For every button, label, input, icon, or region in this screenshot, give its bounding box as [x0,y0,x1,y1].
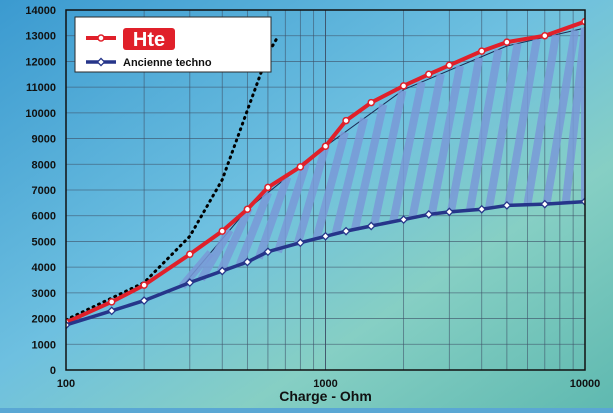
data-point [367,98,375,107]
data-point [580,197,585,207]
data-point [217,266,227,276]
y-tick-label: 0 [50,365,56,377]
data-point [541,31,549,40]
data-point [366,221,376,231]
y-tick-label: 6000 [32,211,56,223]
data-point [342,116,350,125]
data-point [425,70,433,79]
data-point [477,204,487,214]
data-point [399,82,408,90]
hatch-stripe [293,145,330,247]
data-point [242,257,252,267]
hatch-stripe [216,206,253,274]
x-tick-label: 1000 [313,378,337,390]
data-point [243,205,252,214]
hatch-stripe [523,34,560,206]
hte-badge [123,28,175,50]
hatch-stripe [370,89,407,227]
data-point [185,278,195,288]
data-point [107,306,117,316]
legend-marker-hte [97,34,105,42]
data-point [296,163,305,171]
data-point [399,215,409,225]
data-point [295,238,305,248]
hatch-stripe [504,38,541,207]
y-tick-label: 12000 [25,56,56,68]
data-point [341,226,351,236]
data-point [424,209,434,219]
data-point [321,142,330,151]
hatch-stripe [485,42,522,209]
hatch-stripe [197,228,234,282]
legend-label-hte: Hte [133,29,165,51]
dotted-curve [66,36,279,322]
y-tick-label: 14000 [25,5,56,17]
y-tick-label: 7000 [32,185,56,197]
series-line-hte [66,19,585,325]
legend-marker-ancienne-techno [96,57,106,67]
hatch-stripe [427,65,464,217]
data-point [218,227,226,235]
data-point [139,296,149,306]
hatch-stripe [408,73,445,220]
y-tick-label: 2000 [32,314,56,326]
data-point [107,298,116,306]
data-point [321,231,330,241]
y-tick-label: 11000 [26,82,56,94]
data-point [186,250,194,259]
hatch-stripe [350,103,388,231]
data-point [445,61,454,70]
hatch-stripe [465,48,503,212]
legend-label-ancienne-techno: Ancienne techno [123,57,212,69]
data-point [140,281,148,289]
y-tick-label: 9000 [32,134,56,146]
data-point [444,207,454,217]
data-point [263,247,273,257]
y-tick-label: 8000 [32,159,56,171]
y-tick-label: 1000 [32,339,56,351]
x-axis-label: Charge - Ohm [279,388,372,404]
hatch-outline [181,27,585,287]
hatch-stripe [235,191,272,267]
data-point [540,199,550,209]
y-tick-label: 13000 [25,31,56,43]
hatch-stripe [542,29,580,205]
data-point [264,183,272,192]
x-tick-label: 100 [57,378,75,390]
hatch-stripe [274,160,311,254]
y-tick-label: 3000 [32,288,56,300]
data-point [477,47,486,55]
series-line-ancienne-techno [66,199,585,327]
hatch-stripe [389,81,426,223]
data-point [503,38,511,46]
hatch-stripe [255,175,292,260]
hatch-stripe [446,56,484,214]
x-tick-label: 10000 [570,378,601,390]
plot-border [65,9,586,371]
y-tick-label: 10000 [25,108,56,120]
hatch-stripe [331,117,368,236]
y-tick-label: 4000 [32,262,56,274]
hatch-stripe [312,131,349,241]
y-tick-label: 5000 [32,236,56,248]
data-point [66,320,71,330]
data-point [502,200,512,210]
hatch-stripe [178,250,214,290]
